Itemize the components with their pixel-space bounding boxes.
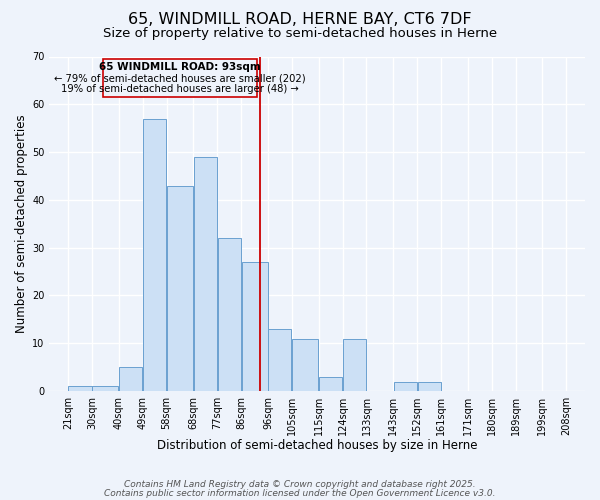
Bar [319,377,342,391]
Bar [418,382,441,391]
Bar [194,157,217,391]
Y-axis label: Number of semi-detached properties: Number of semi-detached properties [15,114,28,333]
Bar [292,338,318,391]
Bar [343,338,366,391]
Bar [68,386,92,391]
Text: Size of property relative to semi-detached houses in Herne: Size of property relative to semi-detach… [103,28,497,40]
Text: 19% of semi-detached houses are larger (48) →: 19% of semi-detached houses are larger (… [61,84,299,94]
Bar [143,118,166,391]
Text: 65 WINDMILL ROAD: 93sqm: 65 WINDMILL ROAD: 93sqm [99,62,261,72]
Bar [268,329,292,391]
Text: Contains public sector information licensed under the Open Government Licence v3: Contains public sector information licen… [104,488,496,498]
Bar [92,386,118,391]
Bar [119,367,142,391]
Bar [167,186,193,391]
Text: Contains HM Land Registry data © Crown copyright and database right 2025.: Contains HM Land Registry data © Crown c… [124,480,476,489]
Bar [242,262,268,391]
X-axis label: Distribution of semi-detached houses by size in Herne: Distribution of semi-detached houses by … [157,440,478,452]
Bar [394,382,417,391]
Text: 65, WINDMILL ROAD, HERNE BAY, CT6 7DF: 65, WINDMILL ROAD, HERNE BAY, CT6 7DF [128,12,472,28]
FancyBboxPatch shape [103,59,257,97]
Text: ← 79% of semi-detached houses are smaller (202): ← 79% of semi-detached houses are smalle… [54,73,306,83]
Bar [218,238,241,391]
